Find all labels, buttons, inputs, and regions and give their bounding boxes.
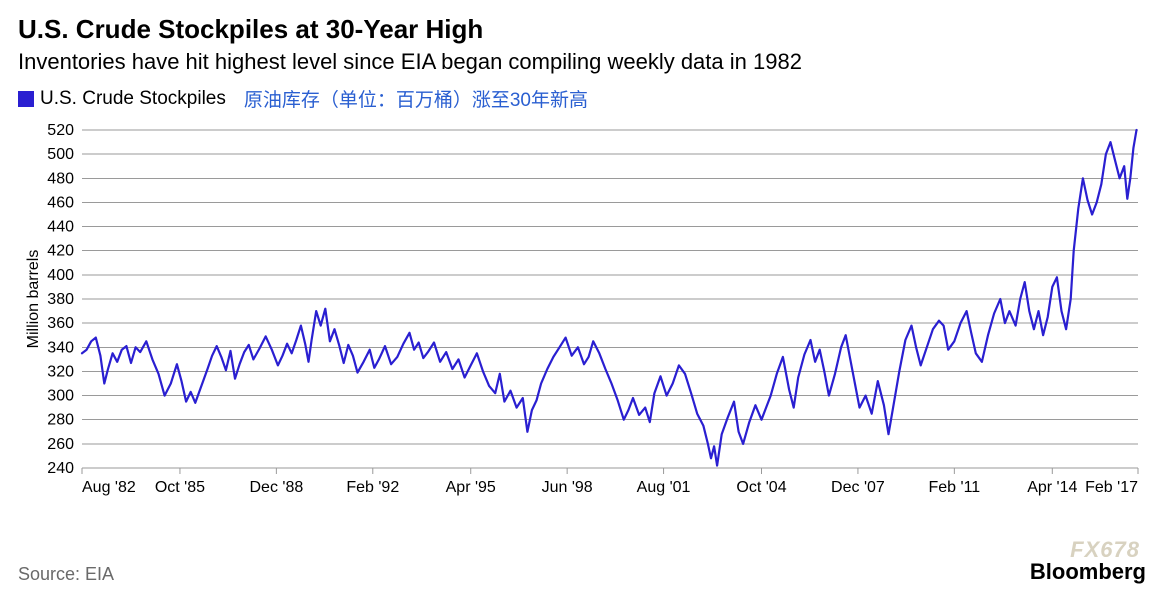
chart-subtitle: Inventories have hit highest level since… [18, 49, 1150, 75]
svg-text:Aug '82: Aug '82 [82, 479, 136, 496]
svg-text:Jun '98: Jun '98 [542, 479, 593, 496]
footer: Source: EIA Bloomberg [18, 559, 1146, 585]
svg-text:440: 440 [47, 219, 74, 236]
svg-text:Million barrels: Million barrels [25, 250, 42, 349]
legend-label: U.S. Crude Stockpiles [40, 88, 226, 109]
svg-text:Apr '14: Apr '14 [1027, 479, 1077, 496]
svg-text:400: 400 [47, 267, 74, 284]
svg-text:Feb '92: Feb '92 [346, 479, 399, 496]
svg-text:300: 300 [47, 388, 74, 405]
svg-text:Dec '07: Dec '07 [831, 479, 885, 496]
legend-annotation: 原油库存（单位：百万桶）涨至30年新高 [244, 85, 588, 112]
svg-text:260: 260 [47, 436, 74, 453]
svg-text:340: 340 [47, 339, 74, 356]
svg-text:Feb '11: Feb '11 [929, 479, 981, 496]
svg-text:Feb '17: Feb '17 [1085, 479, 1138, 496]
source-label: Source: EIA [18, 564, 114, 585]
svg-text:Oct '04: Oct '04 [736, 479, 786, 496]
svg-text:320: 320 [47, 363, 74, 380]
svg-text:Oct '85: Oct '85 [155, 479, 205, 496]
svg-text:Apr '95: Apr '95 [446, 479, 496, 496]
svg-text:500: 500 [47, 146, 74, 163]
svg-text:240: 240 [47, 460, 74, 477]
line-chart-svg: 240 260 280 300 320 340 360 380 400 420 440 460 480 5… [18, 118, 1150, 508]
legend-row: U.S. Crude Stockpiles 原油库存（单位：百万桶）涨至30年新… [18, 85, 1150, 112]
chart-title: U.S. Crude Stockpiles at 30-Year High [18, 14, 1150, 45]
legend-swatch [18, 91, 34, 107]
svg-text:380: 380 [47, 291, 74, 308]
brand-label: Bloomberg [1030, 559, 1146, 585]
chart-plot-area: 240 260 280 300 320 340 360 380 400 420 440 460 480 5… [18, 118, 1150, 513]
svg-text:Dec '88: Dec '88 [249, 479, 303, 496]
svg-text:460: 460 [47, 194, 74, 211]
svg-text:480: 480 [47, 170, 74, 187]
legend-item: U.S. Crude Stockpiles [18, 88, 226, 110]
svg-text:Aug '01: Aug '01 [637, 479, 691, 496]
chart-container: U.S. Crude Stockpiles at 30-Year High In… [0, 0, 1168, 597]
svg-text:280: 280 [47, 412, 74, 429]
svg-text:360: 360 [47, 315, 74, 332]
svg-text:520: 520 [47, 122, 74, 139]
svg-text:420: 420 [47, 243, 74, 260]
